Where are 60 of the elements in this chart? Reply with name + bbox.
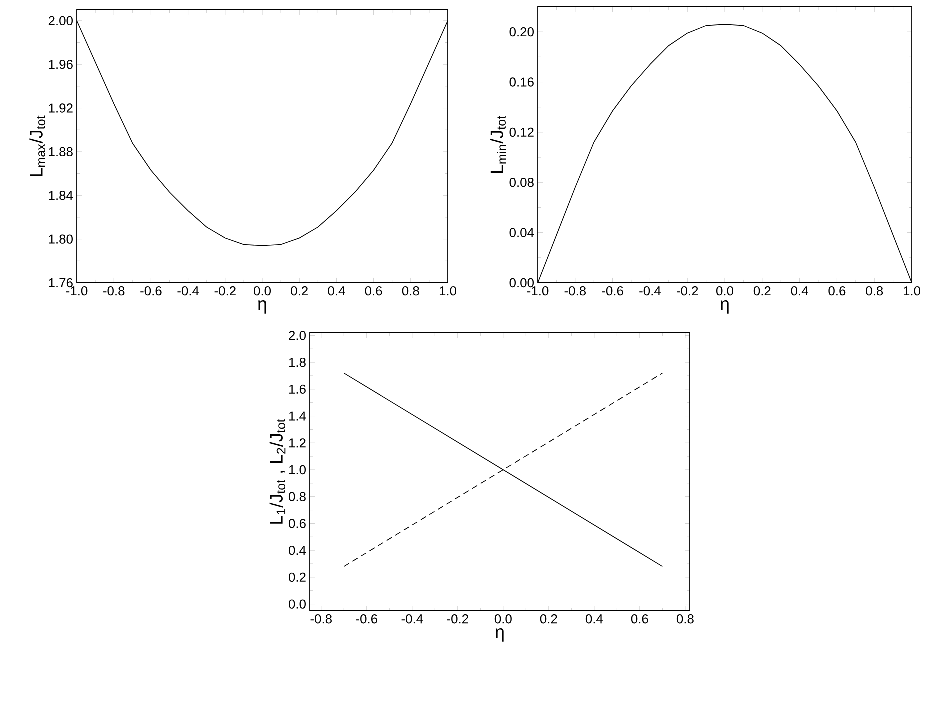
y-tick-label: 1.8 <box>289 358 306 368</box>
x-tick-label: -0.8 <box>564 286 586 296</box>
y-tick-label: 0.2 <box>288 572 306 582</box>
x-axis-title: η <box>496 628 504 642</box>
y-tick-label: 2.00 <box>48 16 73 26</box>
x-tick-label: -1.0 <box>527 286 549 296</box>
y-axis-title: L$_{min}$/J$_{tot}$ <box>490 116 506 174</box>
y-tick-label: 1.88 <box>49 147 73 157</box>
y-tick-label: 1.80 <box>49 234 73 244</box>
x-tick-label: -0.2 <box>677 286 698 296</box>
y-tick-label: 0.6 <box>288 519 306 528</box>
y-tick-label: 1.4 <box>289 412 306 421</box>
y-tick-label: 0.20 <box>510 27 534 37</box>
x-tick-label: 0.4 <box>328 286 346 296</box>
x-tick-label: -0.6 <box>140 286 162 296</box>
y-tick-label: 0.8 <box>288 492 306 502</box>
x-tick-label: 0.6 <box>631 614 648 624</box>
x-tick-label: 0.4 <box>791 286 808 296</box>
x-tick-label: 0.0 <box>716 286 734 296</box>
y-tick-label: 1.84 <box>49 191 74 200</box>
x-axis-title: η <box>258 300 266 314</box>
x-tick-label: 0.2 <box>754 286 771 296</box>
x-tick-label: 0.6 <box>828 286 846 296</box>
y-tick-label: 2.0 <box>289 331 306 340</box>
y-tick-label: 0.16 <box>510 78 534 87</box>
x-tick-label: 0.4 <box>586 614 604 624</box>
x-tick-label: 0.2 <box>540 614 558 624</box>
x-tick-label: 0.8 <box>402 286 420 296</box>
x-tick-label: 1.0 <box>440 286 457 296</box>
x-tick-label: 0.8 <box>676 614 694 624</box>
y-tick-label: 0.00 <box>510 278 534 288</box>
x-tick-label: -0.4 <box>178 286 200 296</box>
x-tick-label: -0.8 <box>310 614 332 624</box>
y-tick-label: 1.2 <box>289 438 306 448</box>
y-tick-label: 0.0 <box>288 600 306 609</box>
y-axis-title: L$_{1}$/J$_{tot}$ , L$_{2}$/J$_{tot}$ <box>270 419 286 524</box>
x-tick-label: -0.4 <box>402 614 424 624</box>
x-tick-label: 0.0 <box>254 286 272 296</box>
y-tick-label: 0.4 <box>288 546 306 556</box>
y-tick-label: 0.08 <box>510 178 534 188</box>
x-tick-label: 1.0 <box>904 286 921 296</box>
y-tick-label: 1.92 <box>49 104 73 113</box>
x-tick-label: -0.2 <box>447 614 468 624</box>
x-tick-label: -0.4 <box>640 286 661 296</box>
y-tick-label: 1.0 <box>289 465 306 475</box>
x-tick-label: -0.6 <box>602 286 624 296</box>
y-tick-label: 1.6 <box>289 384 306 394</box>
y-tick-label: 0.12 <box>510 128 534 138</box>
y-axis-title: L$_{max}$/J$_{tot}$ <box>30 116 46 176</box>
x-tick-label: -0.2 <box>214 286 236 296</box>
x-tick-label: 0.0 <box>494 614 512 624</box>
x-axis-title: η <box>720 300 729 314</box>
x-tick-label: 0.8 <box>866 286 884 296</box>
y-tick-label: 0.04 <box>510 228 534 238</box>
x-tick-label: -0.6 <box>356 614 378 624</box>
y-tick-label: 1.96 <box>49 60 73 70</box>
y-tick-label: 1.76 <box>49 278 73 288</box>
x-tick-label: 0.6 <box>365 286 382 296</box>
x-tick-label: -0.8 <box>104 286 125 296</box>
x-tick-label: -1.0 <box>66 286 88 296</box>
